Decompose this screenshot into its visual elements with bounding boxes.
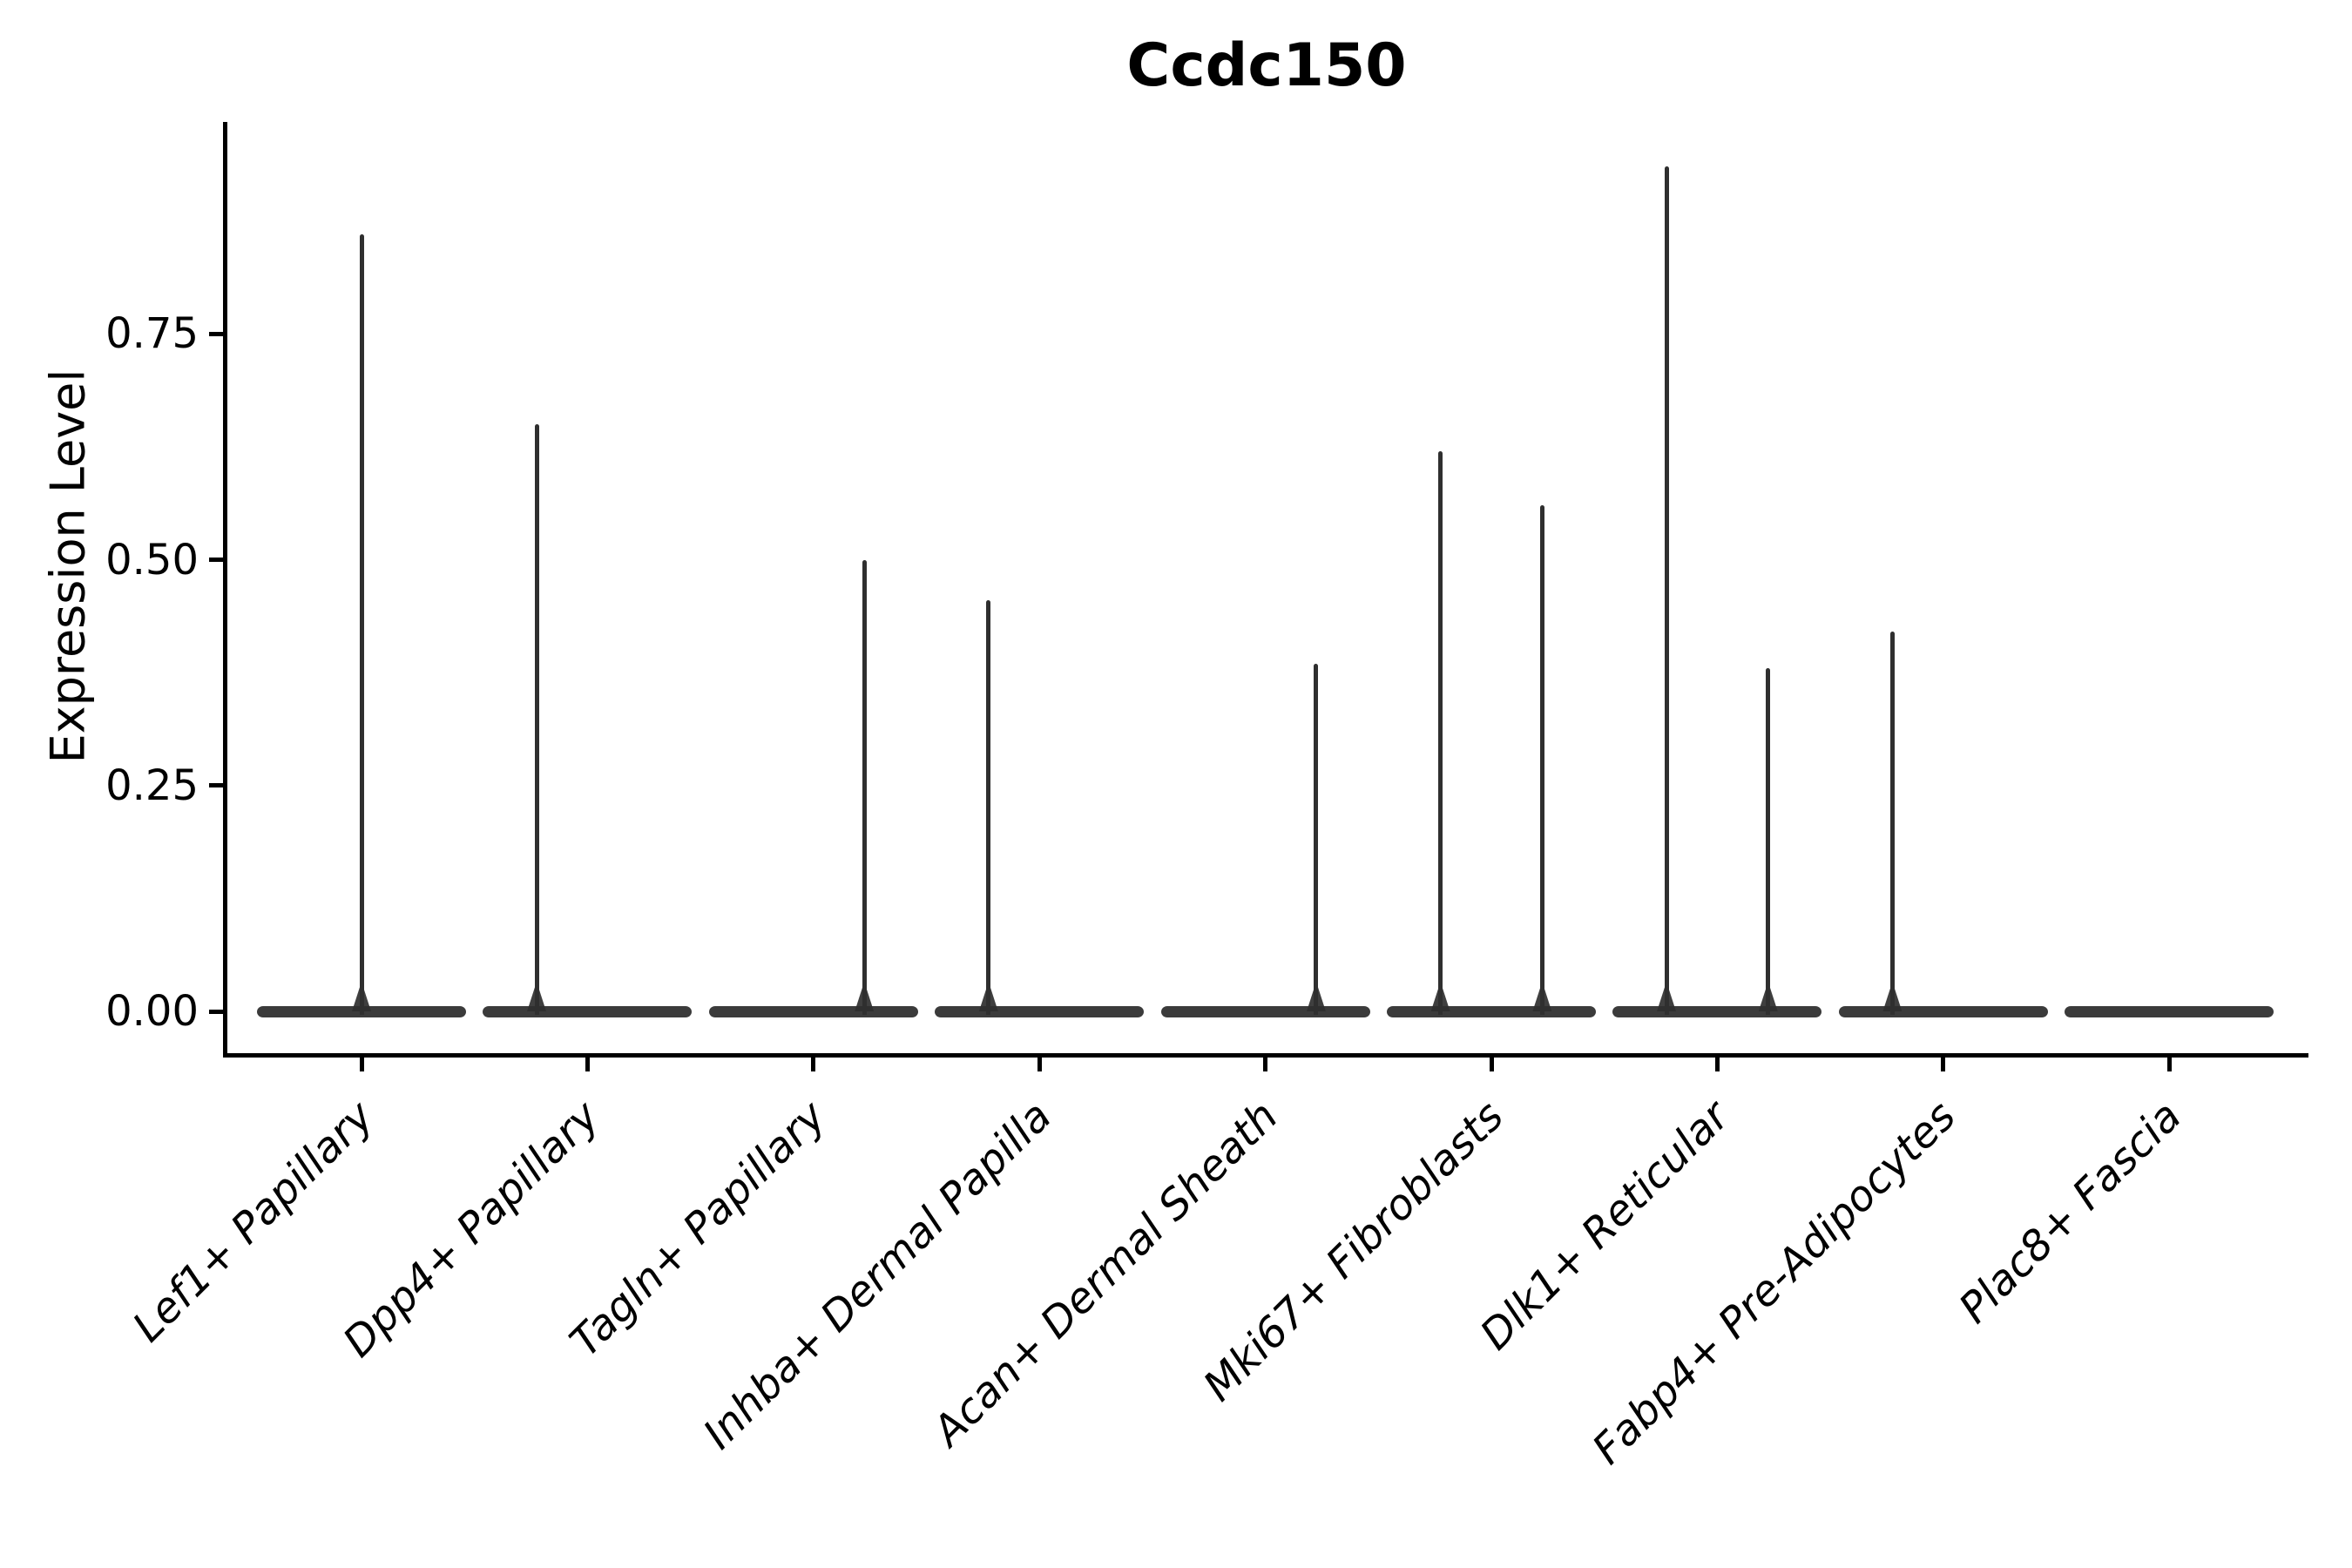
- violin-spike: [1889, 632, 1895, 1015]
- x-tick-label: Tagln+ Papillary: [560, 1092, 835, 1367]
- violin-spike: [1539, 505, 1544, 1015]
- violin-spike: [534, 423, 539, 1015]
- violin-spike: [1664, 166, 1669, 1015]
- violin-base: [2065, 1005, 2274, 1017]
- violin-spike: [1766, 667, 1771, 1015]
- x-tick: [2166, 1058, 2172, 1071]
- y-tick: [209, 783, 223, 788]
- y-tick: [209, 558, 223, 562]
- violin-base: [1387, 1005, 1596, 1017]
- x-tick: [1941, 1058, 1946, 1071]
- y-tick: [209, 331, 223, 336]
- violin-spike: [1314, 663, 1319, 1015]
- violin-base: [1838, 1005, 2048, 1017]
- x-tick-label: Dlk1+ Reticular: [1471, 1092, 1740, 1360]
- violin-base: [483, 1005, 693, 1017]
- violin-base: [935, 1005, 1145, 1017]
- y-tick-label: 0.75: [105, 309, 199, 359]
- x-tick-label: Plac8+ Fascia: [1950, 1092, 2192, 1333]
- x-tick-label: Dpp4+ Papillary: [334, 1092, 610, 1367]
- violin-spike: [986, 600, 991, 1015]
- x-tick: [359, 1058, 364, 1071]
- violin-base: [708, 1005, 918, 1017]
- x-tick-label: Acan+ Dermal Sheath: [923, 1092, 1288, 1456]
- x-tick: [1714, 1058, 1720, 1071]
- x-tick: [811, 1058, 816, 1071]
- violin-spike: [359, 234, 364, 1015]
- x-tick: [1037, 1058, 1042, 1071]
- violin-spike: [862, 559, 867, 1015]
- y-tick-label: 0.25: [105, 760, 199, 810]
- y-axis-line: [223, 122, 227, 1058]
- chart-title: Ccdc150: [1126, 31, 1407, 100]
- x-axis-line: [223, 1053, 2308, 1058]
- x-tick: [1489, 1058, 1494, 1071]
- x-tick-label: Mki67+ Fibroblasts: [1193, 1092, 1513, 1411]
- x-tick: [1263, 1058, 1268, 1071]
- y-tick-label: 0.50: [105, 535, 199, 585]
- x-tick-label: Fabp4+ Pre-Adipocytes: [1583, 1092, 1965, 1474]
- violin-base: [1160, 1005, 1370, 1017]
- y-tick: [209, 1009, 223, 1014]
- x-tick: [585, 1058, 590, 1071]
- x-tick-label: Inhba+ Dermal Papilla: [693, 1092, 1062, 1459]
- violin-base: [1612, 1005, 1822, 1017]
- y-tick-label: 0.00: [105, 987, 199, 1036]
- violin-spike: [1438, 451, 1443, 1015]
